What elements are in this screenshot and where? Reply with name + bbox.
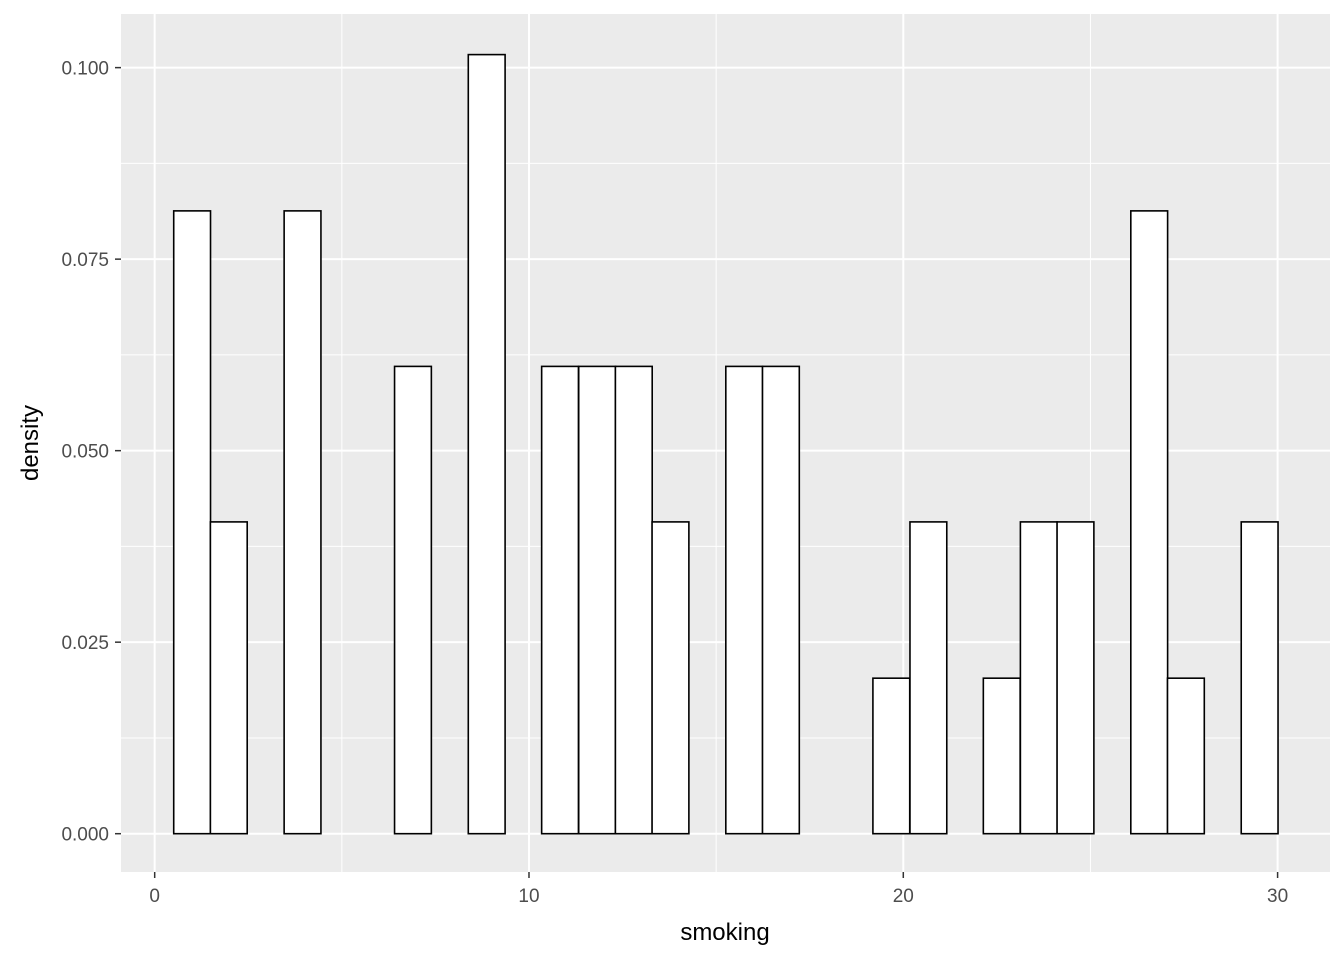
histogram-bar: [725, 365, 764, 835]
histogram-bar: [1130, 210, 1169, 835]
x-tick-label: 30: [1267, 886, 1288, 907]
histogram-bar: [283, 210, 322, 835]
histogram-bar: [209, 521, 249, 835]
histogram-bar: [982, 677, 1021, 835]
histogram-bar: [1166, 677, 1206, 835]
x-tick-label: 0: [149, 886, 160, 907]
histogram-bar: [909, 521, 948, 835]
y-axis: 0.000 0.025 0.050 0.075 0.100: [61, 59, 121, 846]
x-axis: 0 10 20 30: [149, 872, 1288, 907]
y-tick-label: 0.025: [61, 633, 109, 654]
y-tick-label: 0.050: [61, 442, 109, 463]
histogram-bar: [1019, 521, 1058, 835]
x-tick-label: 20: [893, 886, 914, 907]
histogram-bar: [1056, 521, 1095, 835]
histogram-bar: [540, 365, 580, 835]
histogram-bar: [872, 677, 911, 835]
histogram-bar: [614, 365, 653, 835]
y-tick-label: 0.100: [61, 59, 109, 80]
histogram-bar: [172, 210, 212, 835]
histogram-bar: [651, 521, 690, 835]
histogram-bars: [172, 53, 1279, 835]
histogram-bar: [1240, 521, 1279, 835]
x-axis-title: smoking: [680, 919, 769, 946]
histogram-bar: [467, 53, 506, 835]
y-tick-label: 0.000: [61, 825, 109, 846]
histogram-bar: [393, 365, 433, 835]
histogram-bar: [761, 365, 801, 835]
x-tick-label: 10: [518, 886, 539, 907]
histogram-bar: [577, 365, 617, 835]
y-axis-title: density: [17, 405, 44, 481]
y-tick-label: 0.075: [61, 250, 109, 271]
